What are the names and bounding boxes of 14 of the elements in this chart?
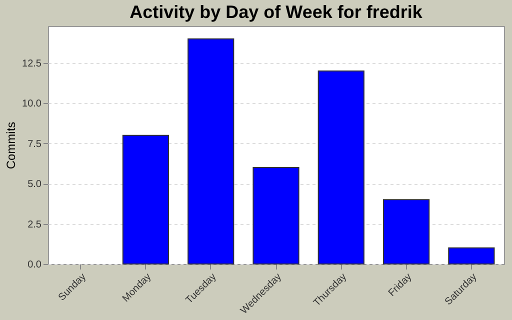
y-tick-label: 12.5 xyxy=(22,58,42,70)
chart-title: Activity by Day of Week for fredrik xyxy=(130,2,424,22)
y-tick-label: 5.0 xyxy=(28,179,42,190)
y-tick-label: 10.0 xyxy=(22,98,42,110)
bar xyxy=(188,38,234,264)
y-tick-label: 2.5 xyxy=(28,219,42,230)
y-tick-label: 0.0 xyxy=(28,260,42,270)
y-axis-title: Commits xyxy=(4,122,18,170)
bar xyxy=(318,70,364,264)
bar xyxy=(252,167,300,264)
bar xyxy=(122,134,170,264)
bar xyxy=(448,247,495,264)
bar xyxy=(382,199,430,264)
y-tick-label: 7.5 xyxy=(28,138,42,150)
